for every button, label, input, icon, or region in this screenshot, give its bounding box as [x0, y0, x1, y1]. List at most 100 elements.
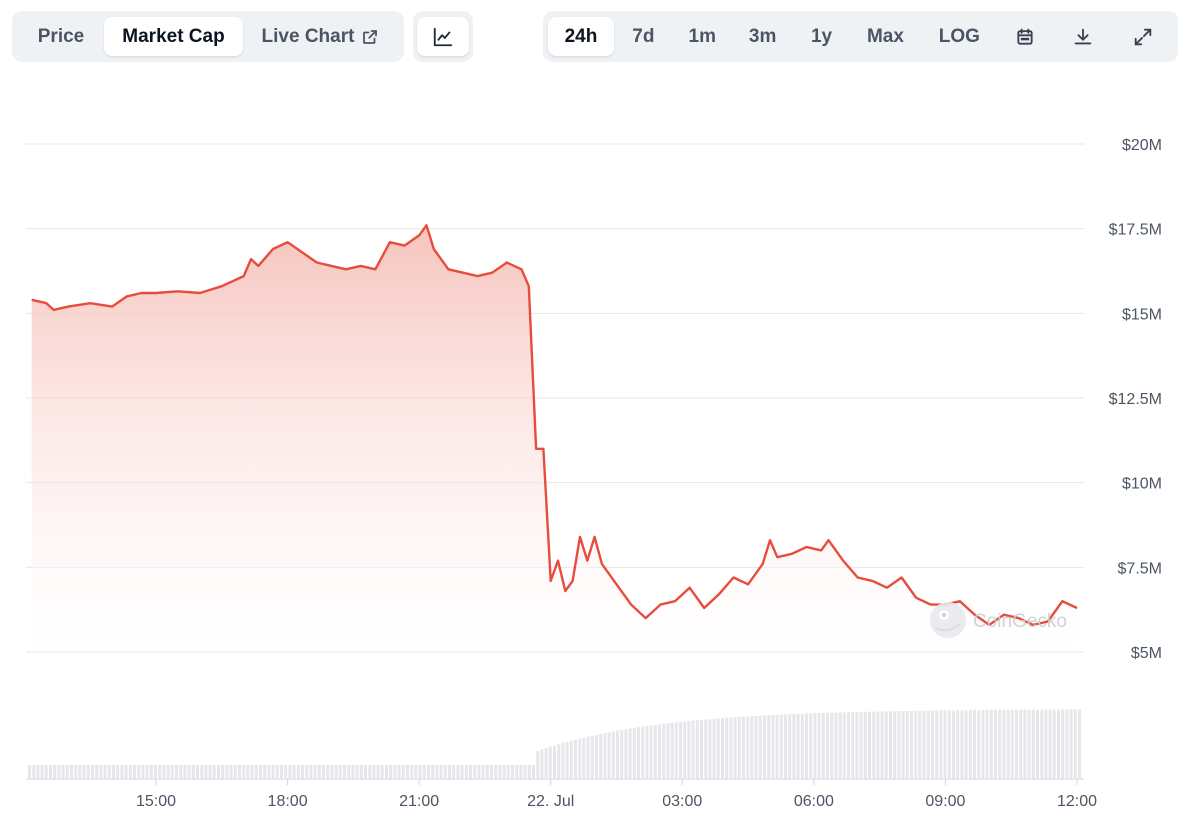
volume-bar	[154, 765, 157, 779]
line-chart-button[interactable]	[417, 17, 469, 56]
range-max-button[interactable]: Max	[850, 17, 922, 56]
volume-bar	[658, 724, 661, 779]
volume-bar	[242, 765, 246, 779]
tab-market-cap[interactable]: Market Cap	[104, 17, 243, 56]
volume-bar	[313, 765, 317, 779]
volume-bar	[527, 765, 531, 779]
volume-bar	[1057, 709, 1060, 779]
volume-bar	[721, 718, 724, 779]
volume-bar	[922, 710, 926, 779]
range-3m-button[interactable]: 3m	[732, 17, 794, 56]
volume-bar	[427, 765, 430, 779]
volume-bar	[985, 710, 989, 779]
volume-bar	[704, 719, 708, 779]
volume-bar	[309, 765, 313, 779]
volume-bar	[523, 765, 527, 779]
volume-bar	[57, 765, 61, 779]
volume-bar	[175, 765, 178, 779]
y-tick-label: $15M	[1122, 306, 1162, 323]
volume-bar	[737, 716, 741, 779]
volume-bar	[166, 765, 170, 779]
volume-bar	[956, 710, 960, 779]
volume-bar	[607, 732, 611, 779]
x-tick-label: 09:00	[925, 793, 965, 810]
volume-bar	[981, 710, 985, 779]
volume-bar	[637, 727, 640, 779]
volume-bar	[334, 765, 338, 779]
volume-bar	[834, 712, 838, 779]
volume-bar	[544, 748, 548, 779]
volume-bar	[746, 716, 750, 779]
calendar-button[interactable]	[997, 17, 1053, 56]
volume-bar	[372, 765, 376, 779]
volume-bar	[1073, 709, 1077, 779]
volume-bar	[767, 715, 771, 779]
volume-bar	[246, 765, 250, 779]
volume-bar	[28, 765, 31, 779]
y-tick-label: $7.5M	[1118, 560, 1162, 577]
volume-bar	[490, 765, 493, 779]
volume-bar	[380, 765, 384, 779]
tab-live-chart[interactable]: Live Chart	[243, 17, 398, 56]
volume-bar	[259, 765, 262, 779]
volume-bar	[620, 729, 624, 779]
volume-bar	[128, 765, 132, 779]
volume-bar	[565, 741, 569, 779]
volume-bar	[498, 765, 502, 779]
volume-bar	[397, 765, 401, 779]
volume-bar	[1048, 709, 1052, 779]
volume-bar	[141, 765, 145, 779]
chart-style-tabs	[413, 11, 473, 62]
volume-bar	[431, 765, 435, 779]
volume-bar	[536, 751, 540, 779]
x-tick-label: 15:00	[136, 793, 176, 810]
volume-bar	[998, 709, 1002, 779]
volume-bar	[1002, 709, 1006, 779]
volume-bar	[1019, 709, 1023, 779]
volume-bar	[1027, 709, 1031, 779]
log-scale-button[interactable]: LOG	[921, 17, 997, 56]
volume-bar	[691, 720, 695, 779]
range-7d-button[interactable]: 7d	[614, 17, 673, 56]
volume-bar	[422, 765, 426, 779]
volume-bar	[74, 765, 78, 779]
volume-bar	[809, 713, 813, 779]
volume-bar	[238, 765, 241, 779]
volume-bar	[683, 721, 687, 779]
volume-bar	[250, 765, 254, 779]
volume-bar	[653, 724, 657, 779]
volume-bar	[40, 765, 44, 779]
volume-bar	[418, 765, 422, 779]
volume-bar	[280, 765, 283, 779]
volume-bar	[855, 712, 859, 779]
volume-bar	[947, 710, 951, 779]
volume-bar	[662, 723, 666, 779]
x-tick-label: 06:00	[794, 793, 834, 810]
volume-bar	[582, 737, 586, 779]
range-1y-button[interactable]: 1y	[794, 17, 850, 56]
fullscreen-button[interactable]	[1113, 17, 1173, 56]
volume-bar	[217, 765, 220, 779]
volume-bar	[628, 728, 632, 779]
volume-bar	[779, 714, 783, 779]
volume-bar	[464, 765, 468, 779]
volume-bar	[347, 765, 351, 779]
x-tick-label: 22. Jul	[527, 793, 574, 810]
tab-price[interactable]: Price	[18, 17, 104, 56]
volume-bar	[910, 710, 913, 779]
volume-bar	[775, 714, 779, 779]
range-24h-button[interactable]: 24h	[548, 17, 614, 56]
volume-bar	[901, 711, 905, 779]
download-button[interactable]	[1053, 17, 1113, 56]
volume-bar	[112, 765, 115, 779]
volume-bar	[326, 765, 330, 779]
volume-bar	[700, 719, 703, 779]
volume-bar	[200, 765, 204, 779]
line-chart-icon	[432, 26, 454, 48]
volume-bar	[712, 718, 716, 779]
volume-bar	[322, 765, 325, 779]
volume-bar	[32, 765, 36, 779]
range-1m-button[interactable]: 1m	[673, 17, 732, 56]
volume-bar	[733, 717, 737, 779]
